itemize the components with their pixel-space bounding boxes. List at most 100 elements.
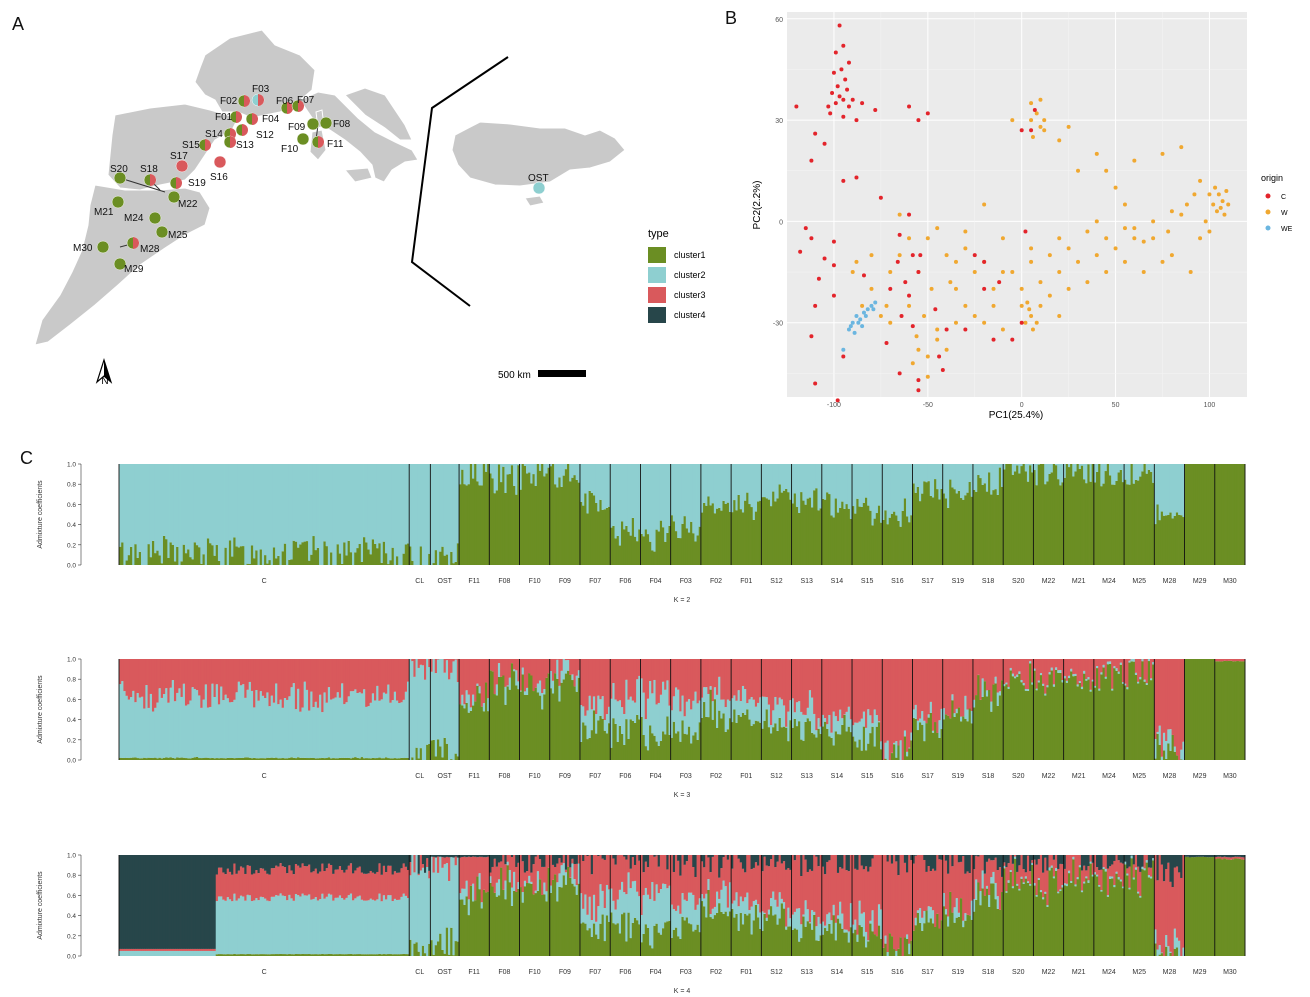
admixture-bar-c bbox=[404, 544, 408, 565]
admixture-bar-s14 bbox=[843, 855, 846, 930]
admixture-bar-c bbox=[272, 954, 276, 956]
admixture-bar-m29 bbox=[1201, 464, 1205, 565]
admixture-bar-c bbox=[235, 692, 239, 759]
admixture-bar-m28 bbox=[1167, 515, 1170, 565]
admixture-bar-c bbox=[314, 868, 318, 898]
admixture-bar-m25 bbox=[1143, 464, 1147, 565]
admixture-bar-s16 bbox=[882, 464, 885, 520]
admixture-bar-s17 bbox=[914, 659, 918, 705]
admixture-bar-m28 bbox=[1162, 855, 1166, 882]
admixture-category-f11: F11 bbox=[468, 578, 480, 585]
admixture-bar-c bbox=[371, 693, 375, 758]
admixture-bar-f01 bbox=[744, 897, 747, 914]
admixture-bar-f11 bbox=[469, 885, 473, 956]
admixture-bar-f08 bbox=[515, 855, 518, 867]
admixture-bar-f04 bbox=[651, 693, 654, 734]
admixture-bar-f03 bbox=[698, 659, 702, 701]
admixture-bar-f02 bbox=[707, 855, 710, 858]
admixture-bar-c bbox=[156, 659, 159, 703]
admixture-bar-c bbox=[347, 659, 351, 697]
admixture-bar-m21 bbox=[1083, 855, 1086, 866]
admixture-bar-s17 bbox=[927, 659, 931, 715]
admixture-bar-f03 bbox=[687, 923, 691, 956]
admixture-bar-s18 bbox=[992, 684, 995, 760]
admixture-bar-f04 bbox=[668, 855, 672, 886]
admixture-bar-c bbox=[371, 539, 375, 565]
admixture-bar-m25 bbox=[1149, 678, 1153, 681]
admixture-bar-f01 bbox=[731, 464, 734, 513]
admixture-bar-s13 bbox=[819, 923, 823, 936]
site-pie-s16 bbox=[213, 155, 227, 169]
admixture-bar-c bbox=[385, 757, 388, 760]
pca-point-w bbox=[1029, 246, 1034, 251]
admixture-bar-s19 bbox=[947, 873, 950, 917]
admixture-category-s17: S17 bbox=[921, 969, 934, 976]
admixture-bar-f08 bbox=[515, 659, 518, 671]
pca-point-c bbox=[828, 111, 833, 116]
admixture-bar-s16 bbox=[890, 513, 894, 565]
admixture-bar-s17 bbox=[934, 659, 937, 723]
admixture-bar-s15 bbox=[869, 510, 872, 565]
admixture-bar-f02 bbox=[720, 855, 723, 869]
admixture-bar-f02 bbox=[700, 697, 704, 718]
admixture-bar-s16 bbox=[908, 747, 911, 749]
admixture-bar-f06 bbox=[638, 896, 641, 925]
admixture-bar-m21 bbox=[1063, 464, 1067, 478]
admixture-bar-f03 bbox=[683, 464, 687, 517]
admixture-bar-c bbox=[325, 464, 329, 547]
admixture-bar-c bbox=[389, 702, 393, 759]
admixture-bar-m24 bbox=[1113, 668, 1116, 760]
admixture-bar-f06 bbox=[638, 719, 641, 760]
admixture-bar-f07 bbox=[601, 718, 605, 760]
admixture-bar-m22 bbox=[1048, 464, 1052, 474]
admixture-bar-c bbox=[294, 864, 298, 895]
admixture-bar-s12 bbox=[785, 659, 788, 727]
admixture-bar-f02 bbox=[711, 856, 715, 909]
admixture-bar-c bbox=[398, 659, 401, 704]
admixture-bar-s13 bbox=[817, 728, 821, 760]
admixture-bar-c bbox=[176, 546, 179, 565]
admixture-bar-m22 bbox=[1042, 897, 1045, 900]
admixture-bar-c bbox=[338, 553, 342, 565]
admixture-bar-f02 bbox=[716, 464, 719, 509]
admixture-bar-m21 bbox=[1083, 865, 1086, 882]
admixture-group-s20 bbox=[1003, 855, 1034, 956]
admixture-bar-f08 bbox=[517, 689, 520, 760]
admixture-bar-s18 bbox=[975, 855, 978, 880]
pca-point-c bbox=[903, 280, 908, 285]
admixture-bar-f08 bbox=[506, 855, 510, 862]
admixture-bar-m21 bbox=[1063, 885, 1067, 956]
admixture-bar-f02 bbox=[703, 502, 706, 565]
admixture-bar-s14 bbox=[845, 870, 849, 930]
admixture-bar-m30 bbox=[1232, 464, 1235, 565]
admixture-bar-c bbox=[132, 659, 135, 691]
admixture-bar-cl bbox=[426, 659, 429, 745]
admixture-bar-f11 bbox=[465, 702, 469, 760]
admixture-bar-c bbox=[323, 954, 327, 956]
admixture-bar-f09 bbox=[556, 659, 559, 679]
admixture-bar-c bbox=[332, 464, 335, 565]
admixture-bar-s12 bbox=[778, 855, 782, 893]
admixture-bar-c bbox=[169, 687, 173, 758]
admixture-bar-f06 bbox=[612, 683, 615, 719]
admixture-bar-s15 bbox=[867, 505, 870, 565]
admixture-bar-c bbox=[202, 659, 206, 700]
admixture-bar-s16 bbox=[893, 949, 896, 956]
admixture-bar-f02 bbox=[709, 855, 713, 873]
admixture-bar-c bbox=[264, 464, 267, 556]
admixture-bar-f03 bbox=[679, 711, 682, 742]
admixture-bar-m22 bbox=[1061, 482, 1065, 565]
admixture-bar-s14 bbox=[826, 464, 829, 493]
admixture-bar-c bbox=[283, 954, 287, 956]
admixture-bar-f08 bbox=[502, 464, 505, 467]
admixture-bar-f09 bbox=[558, 659, 561, 686]
admixture-bar-c bbox=[305, 954, 309, 956]
admixture-bar-f03 bbox=[681, 916, 685, 956]
admixture-bar-s20 bbox=[1013, 464, 1017, 472]
admixture-bar-m29 bbox=[1197, 464, 1201, 565]
admixture-group-f04 bbox=[640, 659, 672, 760]
admixture-group-s20 bbox=[1003, 464, 1034, 565]
admixture-bar-f06 bbox=[618, 464, 622, 546]
admixture-bar-c bbox=[237, 659, 241, 682]
pca-point-w bbox=[972, 313, 977, 318]
